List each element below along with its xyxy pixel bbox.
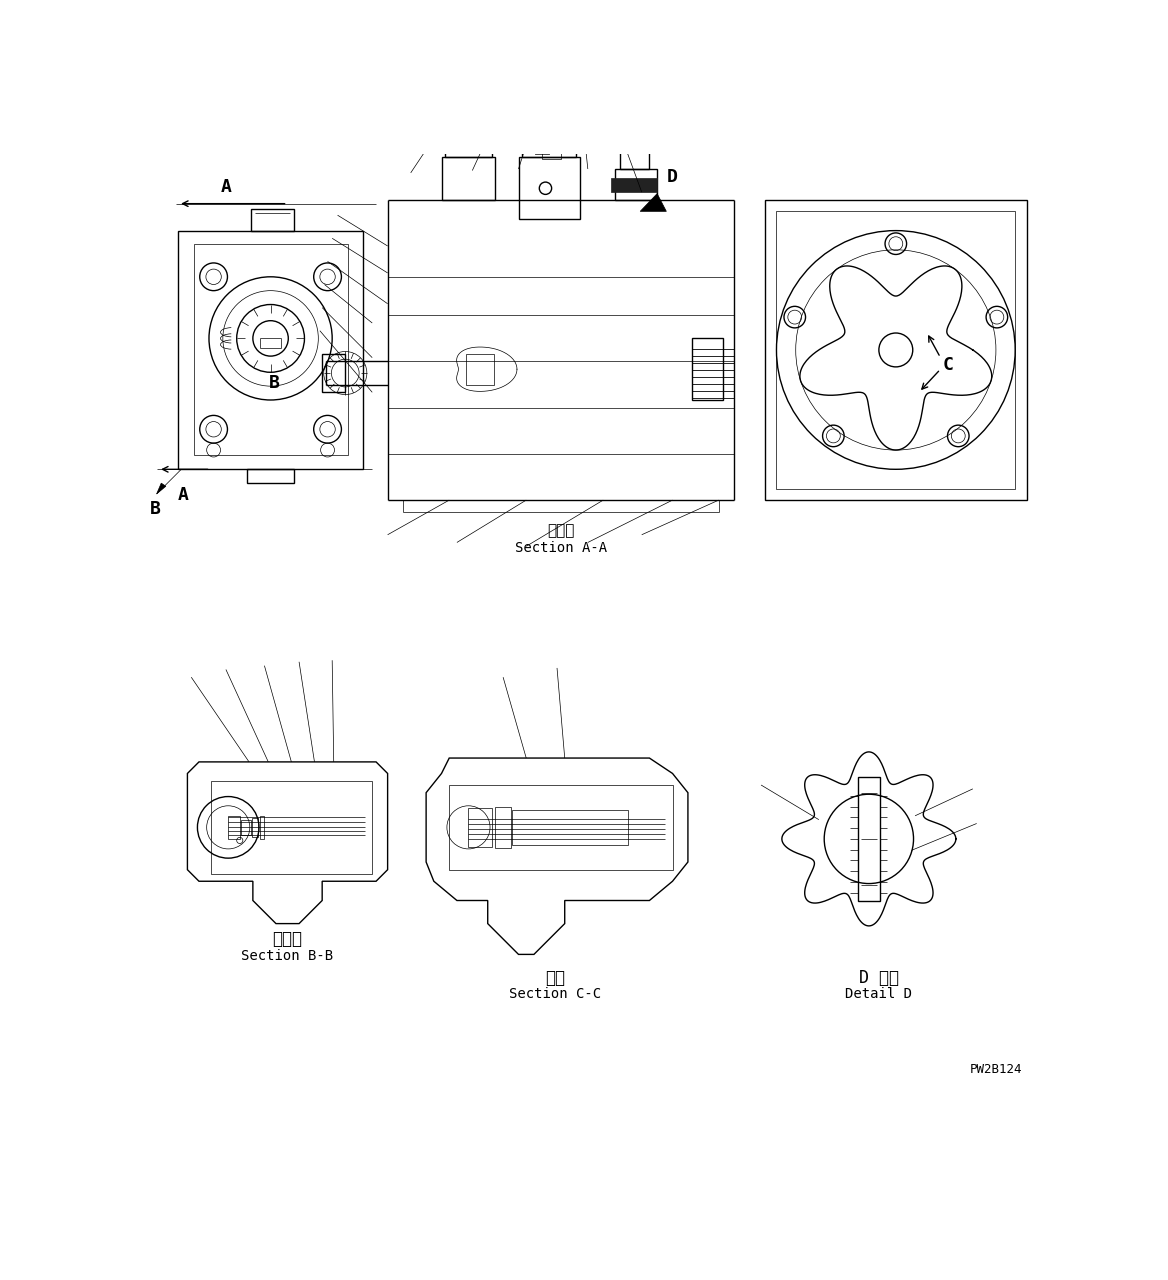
Polygon shape xyxy=(611,178,658,192)
Polygon shape xyxy=(157,483,166,494)
Bar xyxy=(194,244,348,456)
Bar xyxy=(522,115,576,157)
Text: A: A xyxy=(179,486,189,504)
Bar xyxy=(519,157,580,219)
Bar xyxy=(252,818,258,837)
Bar xyxy=(777,211,1015,489)
Text: D: D xyxy=(667,168,677,186)
Text: Detail D: Detail D xyxy=(846,987,912,1001)
Bar xyxy=(242,819,251,835)
Bar xyxy=(620,146,649,169)
Text: 断面: 断面 xyxy=(545,969,565,987)
Bar xyxy=(322,353,346,392)
Text: Section B-B: Section B-B xyxy=(242,948,334,963)
Bar xyxy=(442,157,495,200)
Text: Section A-A: Section A-A xyxy=(515,541,607,554)
Bar xyxy=(691,338,723,399)
Bar xyxy=(495,806,510,849)
Bar xyxy=(450,785,673,869)
Text: B: B xyxy=(150,500,160,518)
Text: PW2B124: PW2B124 xyxy=(969,1064,1022,1076)
Text: D 詳細: D 詳細 xyxy=(858,969,899,987)
Bar xyxy=(513,810,628,845)
Bar xyxy=(527,92,569,115)
Bar xyxy=(466,353,494,384)
Bar xyxy=(614,169,658,200)
Text: 断　面: 断 面 xyxy=(272,931,303,948)
Bar xyxy=(765,200,1027,500)
Bar xyxy=(542,147,561,159)
Bar xyxy=(210,781,373,873)
Bar xyxy=(468,808,492,846)
Bar xyxy=(535,131,549,154)
Polygon shape xyxy=(640,193,667,211)
Text: A: A xyxy=(221,178,231,196)
Bar xyxy=(248,470,293,483)
Bar xyxy=(251,209,293,230)
Bar xyxy=(450,104,488,127)
Text: Section C-C: Section C-C xyxy=(509,987,602,1001)
Bar xyxy=(259,815,264,838)
Bar xyxy=(179,230,363,470)
Bar xyxy=(445,127,492,157)
Bar xyxy=(228,815,239,838)
Bar xyxy=(858,777,880,901)
Text: C: C xyxy=(943,356,953,374)
Text: B: B xyxy=(269,374,280,392)
Text: 断　面: 断 面 xyxy=(547,524,575,539)
